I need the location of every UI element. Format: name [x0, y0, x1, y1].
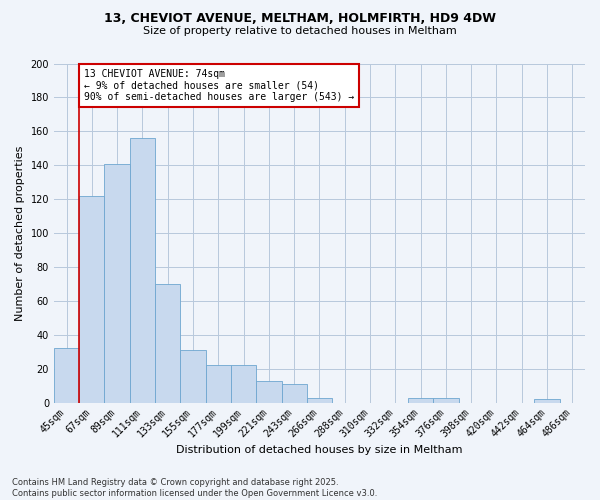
Text: Size of property relative to detached houses in Meltham: Size of property relative to detached ho…: [143, 26, 457, 36]
Bar: [79, 196, 104, 402]
Bar: [206, 366, 231, 403]
Text: Contains HM Land Registry data © Crown copyright and database right 2025.
Contai: Contains HM Land Registry data © Crown c…: [12, 478, 377, 498]
Bar: [130, 138, 155, 402]
Text: 13, CHEVIOT AVENUE, MELTHAM, HOLMFIRTH, HD9 4DW: 13, CHEVIOT AVENUE, MELTHAM, HOLMFIRTH, …: [104, 12, 496, 26]
Y-axis label: Number of detached properties: Number of detached properties: [15, 146, 25, 321]
Bar: [54, 348, 79, 403]
Text: 13 CHEVIOT AVENUE: 74sqm
← 9% of detached houses are smaller (54)
90% of semi-de: 13 CHEVIOT AVENUE: 74sqm ← 9% of detache…: [84, 68, 355, 102]
Bar: [433, 398, 458, 402]
Bar: [408, 398, 433, 402]
X-axis label: Distribution of detached houses by size in Meltham: Distribution of detached houses by size …: [176, 445, 463, 455]
Bar: [155, 284, 181, 403]
Bar: [281, 384, 307, 402]
Bar: [535, 399, 560, 402]
Bar: [256, 380, 281, 402]
Bar: [104, 164, 130, 402]
Bar: [231, 366, 256, 403]
Bar: [307, 398, 332, 402]
Bar: [181, 350, 206, 403]
